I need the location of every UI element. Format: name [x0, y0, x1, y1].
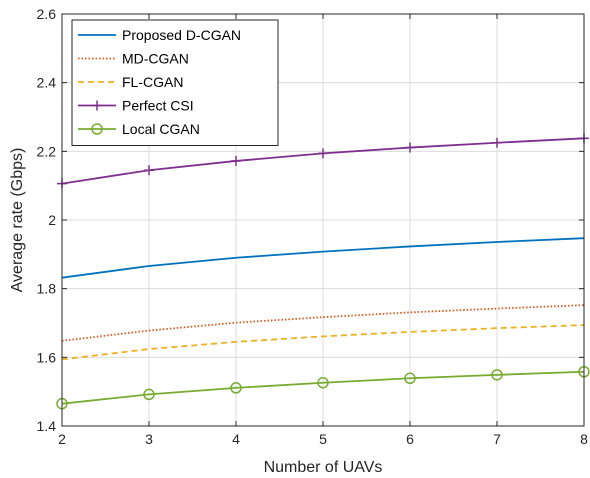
x-tick-label: 4 [232, 431, 240, 447]
legend-label: Perfect CSI [122, 98, 194, 114]
circle-marker [317, 376, 329, 389]
plus-marker [318, 148, 328, 159]
y-tick-label: 2.4 [37, 75, 57, 91]
y-tick-label: 1.6 [37, 349, 57, 365]
plus-marker [231, 155, 241, 166]
x-tick-label: 5 [319, 431, 327, 447]
x-tick-label: 6 [406, 431, 414, 447]
x-tick-label: 3 [145, 431, 153, 447]
y-axis-title: Average rate (Gbps) [9, 148, 26, 293]
plus-marker [405, 142, 415, 153]
circle-marker [143, 388, 155, 401]
axis-ticks: 2 3 4 5 6 7 8 1.4 1.6 1.8 2 2.2 2.4 2.6 [37, 6, 589, 447]
y-tick-label: 1.4 [37, 418, 57, 434]
legend-entry: Local CGAN [78, 121, 200, 137]
legend-label: Local CGAN [122, 121, 200, 137]
x-tick-label: 8 [580, 431, 588, 447]
series-line [61, 370, 585, 405]
y-tick-label: 1.8 [37, 281, 57, 297]
circle-marker [91, 123, 103, 135]
circle-marker [491, 369, 503, 381]
legend-label: FL-CGAN [122, 74, 183, 90]
legend-box [71, 19, 279, 146]
series-fl-cgan [61, 324, 585, 361]
series-md-cgan [61, 304, 585, 342]
y-tick-label: 2.6 [37, 6, 57, 22]
legend-entry: Proposed D-CGAN [78, 27, 241, 43]
plus-marker [492, 137, 502, 148]
legend-entry: FL-CGAN [78, 74, 183, 90]
y-tick-label: 2 [48, 212, 56, 228]
circle-marker [230, 382, 242, 394]
x-tick-label: 7 [493, 431, 501, 447]
plus-marker [144, 165, 154, 176]
series-line [61, 237, 585, 279]
legend-label: Proposed D-CGAN [122, 27, 241, 43]
legend-label: MD-CGAN [122, 51, 189, 67]
plus-marker [92, 100, 102, 111]
series-line [61, 324, 585, 361]
y-tick-label: 2.2 [37, 143, 57, 159]
legend-entry: MD-CGAN [78, 51, 189, 67]
x-tick-label: 2 [58, 431, 66, 447]
legend: Proposed D-CGAN MD-CGAN FL-CGAN Perfect CSI… [71, 19, 279, 146]
legend-entry: Perfect CSI [78, 98, 194, 114]
series-line [61, 304, 585, 342]
x-axis-title: Number of UAVs [264, 459, 383, 476]
series-proposed-d-cgan [61, 237, 585, 279]
circle-marker [404, 372, 416, 385]
